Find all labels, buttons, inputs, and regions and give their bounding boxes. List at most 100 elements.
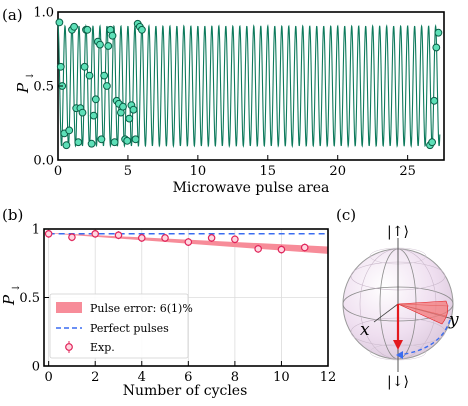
legend-perfect-pulses-label: Perfect pulses	[90, 322, 169, 335]
bloch-x-label: x	[360, 320, 370, 340]
panel-b-x-tick-label: 4	[138, 370, 146, 385]
panel-a-data-point	[97, 135, 106, 144]
panel-a-data-point	[110, 138, 119, 147]
bloch-state-arrowhead	[393, 340, 403, 350]
panel-b-y-tick-label: 1	[32, 223, 40, 238]
bloch-rotation-path	[397, 319, 451, 356]
panel-b-x-tick-label: 6	[184, 370, 192, 385]
panel-a-data-point	[85, 71, 94, 80]
panel-b-legend: Pulse error: 6(1)% Perfect pulses Exp.	[49, 293, 193, 359]
panel-b-exp-point	[300, 243, 309, 252]
panel-a-y-ticks: 0.0 0.5 1.0	[33, 6, 63, 169]
legend-exp-label: Exp.	[90, 341, 115, 354]
panel-a-y-tick-label: 0.0	[33, 154, 54, 169]
panel-c-label: (c)	[336, 206, 356, 224]
panel-b-exp-point	[114, 231, 123, 239]
panel-a-data-point	[138, 25, 146, 34]
bloch-x-axis	[373, 303, 399, 323]
panel-a-y-axis-subscript: ↓	[25, 72, 36, 80]
panel-b-label: (b)	[2, 206, 23, 224]
panel-b-y-tick-label: 0	[32, 360, 40, 375]
panel-b-x-tick-label: 2	[91, 370, 99, 385]
panel-a-x-tick-label: 15	[260, 164, 277, 179]
panel-a-data-point	[78, 108, 87, 117]
panel-a-x-axis-label: Microwave pulse area	[173, 180, 330, 196]
panel-a-data-point	[74, 138, 83, 147]
panel-a-y-tick-label: 0.5	[33, 80, 54, 95]
legend-exp-marker	[65, 343, 73, 351]
bloch-cone-line-1	[397, 303, 450, 307]
panel-b-exp-points	[44, 229, 309, 254]
panel-b-y-axis-symbol: P	[0, 294, 18, 306]
panel-a-x-tick-label: 20	[329, 164, 346, 179]
panel-b-exp-point	[184, 238, 193, 246]
bloch-ket-down: |↓⟩	[387, 374, 409, 390]
panel-a-y-axis-label: P ↓	[14, 72, 36, 94]
panel-b-exp-point	[161, 234, 169, 242]
panel-a-x-tick-label: 25	[399, 164, 416, 179]
panel-a-data-point	[70, 22, 78, 31]
panel-b-y-tick-label: 0.5	[19, 291, 40, 306]
panel-b-exp-point	[231, 235, 239, 244]
panel-a-data-point	[125, 114, 134, 123]
panel-b-exp-point	[277, 245, 286, 254]
panel-a-rabi-plot: 0 5 10 15 20 25 0.0 0.5 1.0 Microwave pulse are…	[14, 6, 445, 196]
legend-pulse-error-swatch	[56, 302, 82, 313]
panel-a-label: (a)	[2, 6, 23, 24]
panel-a-data-point	[89, 111, 98, 120]
panel-a-data-point	[432, 43, 441, 52]
bloch-rotation-arrowhead	[396, 351, 403, 359]
panel-a-x-ticks: 0 5 10 15 20 25	[54, 155, 416, 179]
panel-b-y-axis-subscript: ↓	[11, 284, 22, 292]
panel-b-x-tick-label: 12	[320, 370, 337, 385]
panel-a-rabi-fit-line	[57, 23, 441, 149]
panel-a-data-point	[131, 135, 140, 144]
panel-a-data-point	[91, 95, 100, 104]
panel-b-exp-point	[137, 234, 146, 242]
panel-b-x-axis-label: Number of cycles	[123, 383, 248, 399]
panel-a-data-points	[55, 18, 443, 150]
bloch-sphere: |↑⟩ |↓⟩ x y	[342, 224, 459, 390]
panel-a-data-point	[96, 40, 104, 49]
panel-a-data-point	[123, 136, 132, 145]
panel-a-y-tick-label: 1.0	[33, 6, 54, 21]
panel-a-data-point	[108, 31, 117, 40]
panel-b-exp-point	[207, 234, 216, 242]
panel-b-exp-point	[254, 245, 262, 253]
panel-b-x-ticks: 0 2 4 6 8 10 12	[45, 361, 337, 385]
panel-b-legend-box	[49, 293, 189, 359]
legend-pulse-error-label: Pulse error: 6(1)%	[90, 302, 193, 315]
panel-b-y-ticks: 00.51	[19, 223, 49, 375]
panel-b-y-axis-label: P ↓	[0, 284, 22, 306]
panel-a-data-point	[103, 82, 111, 90]
bloch-error-cone	[397, 300, 449, 325]
panel-a-x-tick-label: 5	[124, 164, 132, 179]
panel-a-x-tick-label: 10	[190, 164, 207, 179]
panel-a-data-point	[65, 126, 74, 135]
panel-b-exp-point	[91, 229, 100, 238]
panel-a-x-tick-label: 0	[54, 164, 62, 179]
bloch-cone-line-2	[397, 303, 447, 317]
panel-a-y-axis-symbol: P	[14, 82, 32, 94]
panel-a-data-point	[62, 141, 71, 150]
panel-a-data-point	[428, 138, 437, 147]
panel-a-data-point	[87, 139, 96, 148]
panel-b-x-tick-label: 0	[45, 370, 53, 385]
panel-a-data-point	[56, 62, 65, 71]
panel-b-x-tick-label: 10	[273, 370, 290, 385]
panel-b-x-tick-label: 8	[231, 370, 239, 385]
bloch-y-label: y	[448, 310, 459, 330]
panel-a-data-point	[434, 28, 443, 37]
panel-a-data-point	[129, 105, 138, 114]
panel-a-data-point	[430, 96, 439, 105]
panel-a-data-point	[83, 25, 92, 34]
panel-a-data-point	[119, 102, 127, 111]
panel-b-exp-point	[44, 229, 53, 238]
panel-a-data-point	[80, 62, 89, 71]
panel-b-cycles-plot: 0 2 4 6 8 10 12 00.51 Number of cycles P ↓ Pul…	[0, 223, 336, 400]
bloch-ket-up: |↑⟩	[387, 224, 409, 240]
panel-a-data-point	[55, 18, 64, 27]
panel-b-exp-point	[68, 233, 76, 242]
panel-a-data-point	[100, 71, 109, 80]
